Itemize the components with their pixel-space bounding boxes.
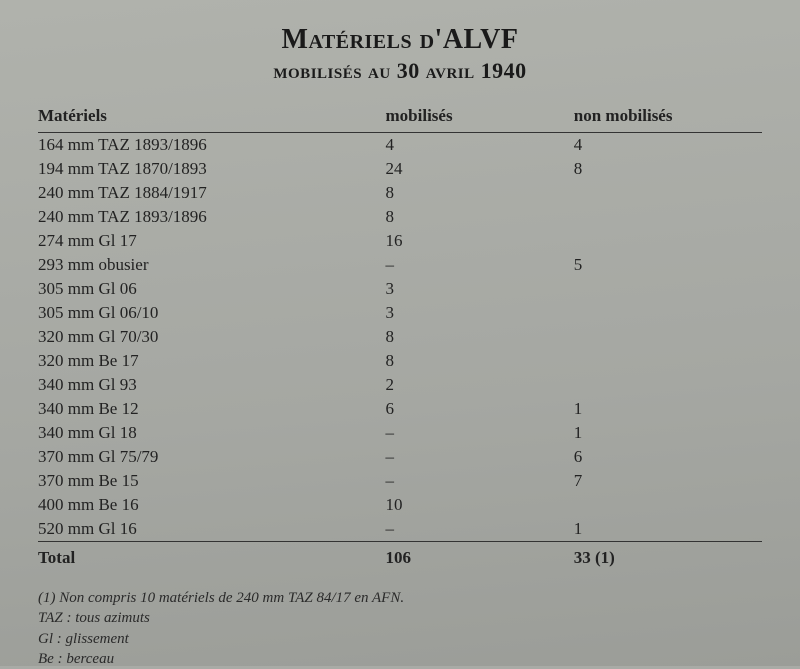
cell-materiel: 370 mm Gl 75/79 <box>38 445 386 469</box>
table-row: 340 mm Gl 18–1 <box>38 421 762 445</box>
header-materiels: Matériels <box>38 102 386 133</box>
cell-non-mobilises <box>574 277 762 301</box>
table-row: 240 mm TAZ 1893/18968 <box>38 205 762 229</box>
table-row: 274 mm Gl 1716 <box>38 229 762 253</box>
table-row: 194 mm TAZ 1870/1893248 <box>38 157 762 181</box>
cell-non-mobilises: 7 <box>574 469 762 493</box>
cell-materiel: 194 mm TAZ 1870/1893 <box>38 157 386 181</box>
cell-non-mobilises: 1 <box>574 397 762 421</box>
cell-non-mobilises <box>574 493 762 517</box>
cell-materiel: 520 mm Gl 16 <box>38 517 386 542</box>
cell-non-mobilises <box>574 349 762 373</box>
table-row: 320 mm Gl 70/308 <box>38 325 762 349</box>
cell-materiel: 293 mm obusier <box>38 253 386 277</box>
total-non-mobilises: 33 (1) <box>574 542 762 575</box>
cell-non-mobilises: 5 <box>574 253 762 277</box>
footnote-line: TAZ : tous azimuts <box>38 608 762 628</box>
cell-mobilises: 8 <box>386 325 574 349</box>
cell-non-mobilises: 8 <box>574 157 762 181</box>
table-row: 400 mm Be 1610 <box>38 493 762 517</box>
cell-mobilises: – <box>386 517 574 542</box>
cell-materiel: 400 mm Be 16 <box>38 493 386 517</box>
table-row: 340 mm Be 1261 <box>38 397 762 421</box>
footnotes-block: (1) Non compris 10 matériels de 240 mm T… <box>38 588 762 669</box>
cell-mobilises: 8 <box>386 205 574 229</box>
title-line-1: Matériels d'ALVF <box>38 24 762 56</box>
document-page: Matériels d'ALVF mobilisés au 30 avril 1… <box>0 0 800 666</box>
cell-mobilises: – <box>386 469 574 493</box>
table-header-row: Matériels mobilisés non mobilisés <box>38 102 762 133</box>
cell-non-mobilises: 4 <box>574 133 762 158</box>
cell-materiel: 305 mm Gl 06/10 <box>38 301 386 325</box>
cell-materiel: 305 mm Gl 06 <box>38 277 386 301</box>
cell-non-mobilises <box>574 325 762 349</box>
footnote-line: (1) Non compris 10 matériels de 240 mm T… <box>38 588 762 608</box>
title-block: Matériels d'ALVF mobilisés au 30 avril 1… <box>38 24 762 84</box>
cell-mobilises: 3 <box>386 301 574 325</box>
cell-mobilises: 4 <box>386 133 574 158</box>
cell-materiel: 240 mm TAZ 1893/1896 <box>38 205 386 229</box>
cell-materiel: 340 mm Gl 93 <box>38 373 386 397</box>
title-line-2: mobilisés au 30 avril 1940 <box>38 58 762 84</box>
header-mobilises: mobilisés <box>386 102 574 133</box>
cell-materiel: 274 mm Gl 17 <box>38 229 386 253</box>
cell-mobilises: 16 <box>386 229 574 253</box>
cell-non-mobilises: 1 <box>574 517 762 542</box>
table-row: 320 mm Be 178 <box>38 349 762 373</box>
cell-mobilises: 10 <box>386 493 574 517</box>
cell-mobilises: 3 <box>386 277 574 301</box>
table-row: 305 mm Gl 06/103 <box>38 301 762 325</box>
table-row: 305 mm Gl 063 <box>38 277 762 301</box>
cell-materiel: 240 mm TAZ 1884/1917 <box>38 181 386 205</box>
cell-non-mobilises: 6 <box>574 445 762 469</box>
cell-mobilises: – <box>386 445 574 469</box>
cell-non-mobilises <box>574 181 762 205</box>
cell-materiel: 340 mm Gl 18 <box>38 421 386 445</box>
table-row: 293 mm obusier–5 <box>38 253 762 277</box>
footnote-line: Gl : glissement <box>38 629 762 649</box>
cell-mobilises: – <box>386 421 574 445</box>
total-label: Total <box>38 542 386 575</box>
table-row: 370 mm Be 15–7 <box>38 469 762 493</box>
materiel-table: Matériels mobilisés non mobilisés 164 mm… <box>38 102 762 574</box>
table-row: 370 mm Gl 75/79–6 <box>38 445 762 469</box>
cell-non-mobilises <box>574 373 762 397</box>
cell-mobilises: – <box>386 253 574 277</box>
table-total-row: Total 106 33 (1) <box>38 542 762 575</box>
total-mobilises: 106 <box>386 542 574 575</box>
table-row: 164 mm TAZ 1893/189644 <box>38 133 762 158</box>
table-row: 520 mm Gl 16–1 <box>38 517 762 542</box>
header-non-mobilises: non mobilisés <box>574 102 762 133</box>
cell-non-mobilises <box>574 301 762 325</box>
table-row: 340 mm Gl 932 <box>38 373 762 397</box>
cell-materiel: 164 mm TAZ 1893/1896 <box>38 133 386 158</box>
cell-materiel: 370 mm Be 15 <box>38 469 386 493</box>
cell-materiel: 320 mm Gl 70/30 <box>38 325 386 349</box>
cell-mobilises: 8 <box>386 349 574 373</box>
cell-mobilises: 6 <box>386 397 574 421</box>
cell-non-mobilises <box>574 229 762 253</box>
cell-non-mobilises: 1 <box>574 421 762 445</box>
table-row: 240 mm TAZ 1884/19178 <box>38 181 762 205</box>
cell-materiel: 340 mm Be 12 <box>38 397 386 421</box>
cell-mobilises: 2 <box>386 373 574 397</box>
cell-mobilises: 8 <box>386 181 574 205</box>
cell-mobilises: 24 <box>386 157 574 181</box>
cell-non-mobilises <box>574 205 762 229</box>
cell-materiel: 320 mm Be 17 <box>38 349 386 373</box>
